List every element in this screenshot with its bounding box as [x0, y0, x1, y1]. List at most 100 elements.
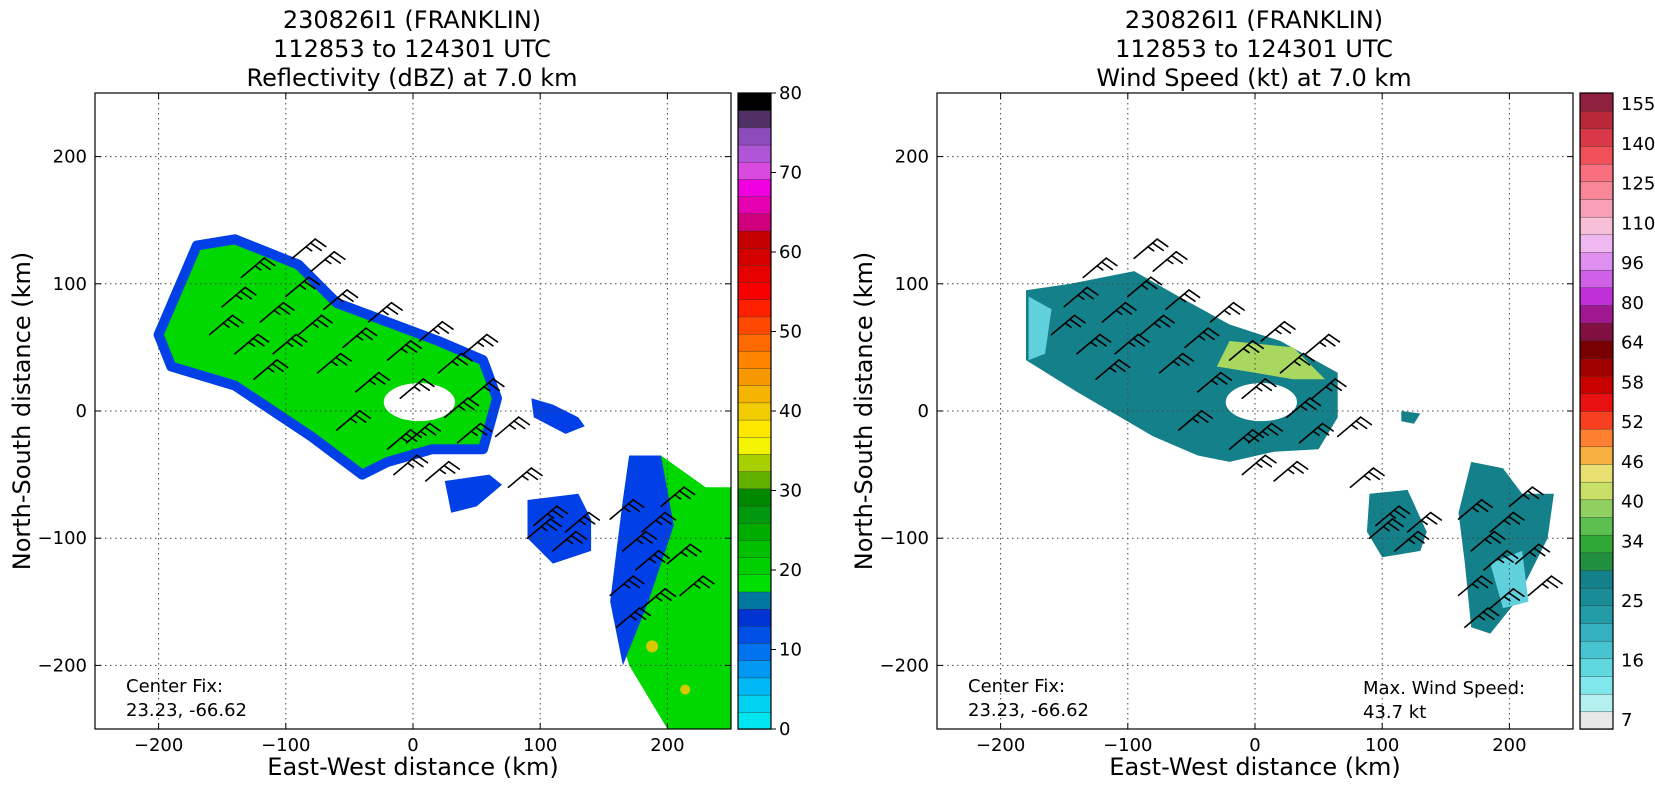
- colorbar-bin: [1579, 711, 1614, 730]
- wind-barb-shaft: [526, 518, 552, 540]
- wind-barb-flag: [1228, 305, 1241, 315]
- wind-barb-shaft: [367, 301, 393, 323]
- reflectivity-title-line-1: 230826I1 (FRANKLIN): [283, 6, 541, 34]
- wind-barb-flag: [356, 335, 364, 341]
- wind-barb-flag: [1372, 467, 1385, 477]
- wind-barb-shaft: [208, 314, 234, 336]
- wind-barb: [1247, 422, 1284, 444]
- colorbar-bin: [737, 402, 772, 421]
- wind-barb-flag: [1202, 331, 1215, 341]
- wind-barb-flag: [1242, 436, 1250, 443]
- colorbar-bin: [1579, 675, 1614, 695]
- wind-barb-flag: [1429, 511, 1443, 521]
- wind-barb-flag: [1298, 356, 1311, 366]
- wind-barb: [679, 575, 715, 597]
- wind-barb-flag: [405, 432, 418, 442]
- wind-barb-flag: [1166, 258, 1174, 265]
- wind-barb-flag: [1359, 416, 1373, 426]
- wind-barb-flag: [235, 294, 243, 300]
- wind-barb-flag: [227, 318, 240, 328]
- colorbar-bin: [1579, 640, 1614, 660]
- wind-barb-flag: [1064, 322, 1072, 328]
- wind-barb: [1375, 505, 1411, 527]
- colorbar-bin: [1579, 322, 1614, 342]
- y-tick-label: 200: [895, 147, 929, 168]
- wind-barb-flag: [222, 322, 230, 328]
- colorbar-bin: [737, 333, 772, 352]
- echo-region-2: [1216, 341, 1325, 380]
- wind-barb-flag: [1496, 557, 1505, 564]
- colorbar-bin: [1579, 269, 1614, 289]
- wind-barb-flag: [1291, 464, 1304, 474]
- wind-barb-shaft: [272, 333, 297, 355]
- colorbar-bin: [737, 385, 772, 404]
- wind-barb: [1298, 422, 1334, 444]
- wind-barb-shaft: [634, 549, 660, 571]
- wind-barb-flag: [244, 286, 257, 296]
- wind-barb-flag: [1183, 293, 1196, 303]
- wind-barb-flag: [436, 324, 450, 334]
- wind-barb-shaft: [1279, 352, 1305, 374]
- wind-barb-shaft: [323, 289, 348, 311]
- wind-barb: [1114, 333, 1150, 355]
- wind-barb-flag: [1329, 382, 1343, 392]
- wind-barb-shaft: [405, 422, 431, 444]
- wind-barb-flag: [1537, 543, 1551, 553]
- wind-barb-shaft: [291, 238, 316, 260]
- colorbar-bin: [1579, 463, 1614, 483]
- wind-barb-flag: [324, 258, 332, 265]
- colorbar-bin: [737, 625, 772, 644]
- reflectivity-wind-barbs: [208, 238, 715, 629]
- wind-barb-flag: [409, 429, 422, 439]
- wind-barb-flag: [1170, 254, 1184, 264]
- wind-barb-flag: [314, 238, 327, 248]
- wind-barb-shaft: [666, 543, 692, 565]
- wind-barb: [564, 511, 601, 533]
- wind-barb-flag: [295, 333, 308, 343]
- wind-barb-shaft: [679, 575, 704, 597]
- wind-barb-flag: [1287, 468, 1295, 475]
- colorbar-bin: [737, 367, 772, 386]
- wind-barb-flag: [1261, 430, 1269, 437]
- echo-region-0: [158, 239, 497, 475]
- wind-speed-field: [1026, 271, 1554, 634]
- wind-barb-shaft: [354, 371, 380, 393]
- wind-barb-shaft: [1152, 250, 1178, 272]
- wind-barb-shaft: [1349, 467, 1375, 489]
- wind-barb-shaft: [393, 454, 418, 476]
- wind-barb-shaft: [1336, 416, 1362, 438]
- wind-barb-flag: [1069, 318, 1082, 328]
- wind-barb-flag: [456, 356, 469, 366]
- colorbar-bin: [1579, 658, 1614, 677]
- wind-barb-flag: [311, 322, 319, 328]
- wind-barb-flag: [1507, 591, 1521, 601]
- colorbar-bin: [737, 574, 772, 593]
- colorbar-tick-label: 96: [1621, 253, 1644, 274]
- wind-barb: [1457, 575, 1493, 597]
- colorbar-bin: [737, 247, 772, 266]
- wind-barb-flag: [1487, 607, 1500, 617]
- reflectivity-echoes: [153, 234, 731, 729]
- wind-barb: [641, 588, 677, 609]
- wind-barb-shaft: [1241, 454, 1267, 476]
- wind-barb-flag: [1541, 583, 1549, 589]
- wind-barb-flag: [424, 426, 437, 436]
- wind-barb-shaft: [259, 301, 285, 323]
- colorbar-tick-label: 40: [779, 401, 802, 422]
- wind-barb-flag: [664, 511, 677, 521]
- wind-barb-shaft: [1286, 397, 1311, 419]
- wind-barb-flag: [1493, 530, 1506, 540]
- colorbar-bin: [737, 92, 772, 111]
- colorbar-bin: [1579, 128, 1614, 147]
- colorbar-tick-label: 25: [1621, 591, 1644, 612]
- wind-barb-flag: [583, 515, 596, 525]
- reflectivity-x-axis-label: East-West distance (km): [267, 753, 558, 781]
- wind-barb-shaft: [456, 422, 482, 444]
- wind-barb-flag: [1113, 362, 1126, 373]
- wind-barb-shaft: [310, 250, 336, 272]
- wind-barb-shaft: [316, 352, 342, 374]
- wind-barb-flag: [1477, 614, 1486, 621]
- colorbar-bin: [1579, 340, 1614, 359]
- wind-barb: [253, 359, 289, 381]
- colorbar-tick-label: 40: [1621, 492, 1644, 513]
